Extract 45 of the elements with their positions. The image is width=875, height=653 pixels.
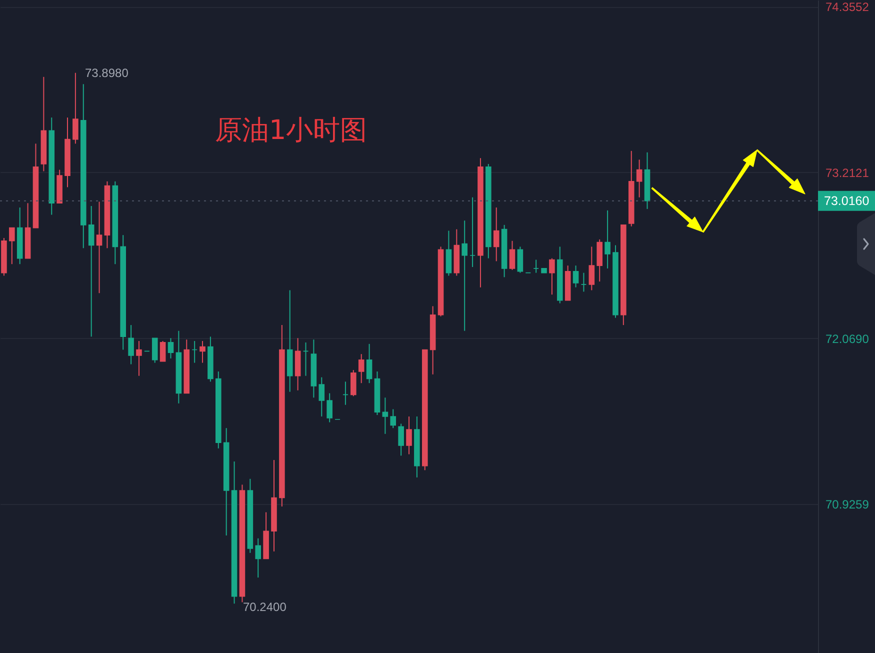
candlestick xyxy=(493,207,500,262)
candlestick xyxy=(350,370,356,397)
candlestick xyxy=(462,220,468,332)
candlestick xyxy=(509,240,516,270)
candlestick xyxy=(390,408,396,429)
candlestick xyxy=(136,340,142,376)
candlestick xyxy=(580,272,587,292)
candlestick xyxy=(9,227,15,265)
y-tick-label: 73.2121 xyxy=(826,166,870,180)
candlestick xyxy=(152,338,158,364)
candlestick xyxy=(366,343,372,384)
candlestick xyxy=(200,340,206,364)
annotation: 73.8980 xyxy=(85,66,129,80)
candlestick xyxy=(326,392,332,423)
candlestick xyxy=(318,376,325,417)
candlestick xyxy=(470,196,476,268)
candlestick xyxy=(636,159,642,198)
candlestick xyxy=(342,381,348,406)
candlestick xyxy=(72,72,78,144)
candlestick xyxy=(549,258,555,296)
y-tick-label: 72.0690 xyxy=(826,332,870,346)
candlestick xyxy=(572,265,579,288)
candlestick xyxy=(302,342,309,376)
candlestick xyxy=(382,397,388,434)
candlestick xyxy=(128,324,134,365)
candlestick xyxy=(160,340,166,362)
candlestick xyxy=(88,206,94,338)
candlestick xyxy=(168,338,174,359)
candlestick xyxy=(398,423,404,456)
candlestick xyxy=(604,210,610,269)
candlestick xyxy=(533,259,539,274)
candlestick xyxy=(446,230,452,276)
candlestick xyxy=(255,538,262,578)
candlestick xyxy=(96,201,102,294)
y-tick-label: 74.3552 xyxy=(826,0,870,14)
annotation: 70.2400 xyxy=(243,600,287,614)
candlestick xyxy=(192,340,198,364)
text: 原油1小时图 xyxy=(215,115,368,146)
candlestick xyxy=(517,246,524,274)
y-tick-label: 70.9259 xyxy=(826,498,870,512)
ref-line-label: 73.0160 xyxy=(824,194,870,208)
candlestick xyxy=(406,416,412,455)
candlestick xyxy=(588,246,595,291)
candlestick xyxy=(596,238,602,282)
candlestick xyxy=(358,354,364,384)
